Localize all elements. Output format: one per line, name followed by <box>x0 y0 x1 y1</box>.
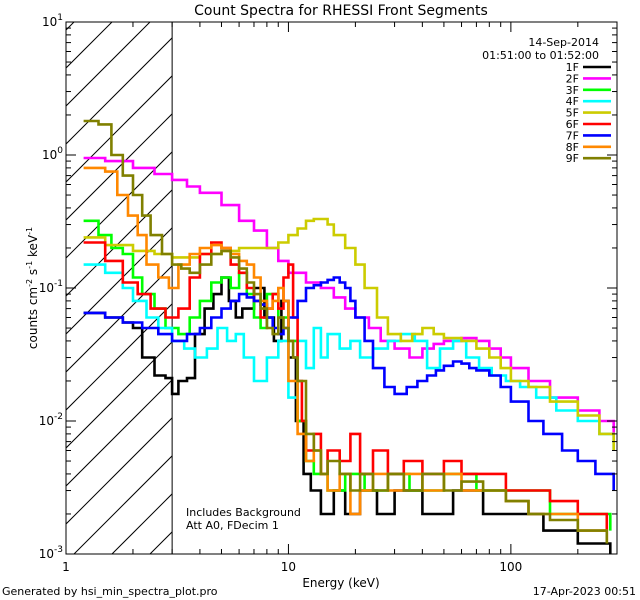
hatch-line <box>66 417 173 525</box>
annotation-attenuator: Att A0, FDecim 1 <box>186 519 279 532</box>
y-tick-label: 10-1 <box>39 279 63 295</box>
y-tick-exponent: 0 <box>57 146 63 156</box>
y-tick-base: 10 <box>39 281 54 295</box>
y-tick-label: 10-3 <box>39 545 63 561</box>
y-axis-label: counts cm-2 s-1 keV-1 <box>25 227 40 349</box>
legend-label-4F: 4F <box>566 95 579 108</box>
y-tick-label: 101 <box>42 13 63 29</box>
x-tick-label: 100 <box>499 560 522 574</box>
legend-label-5F: 5F <box>566 107 579 120</box>
series-line-9F <box>83 119 609 544</box>
y-tick-base: 10 <box>42 148 57 162</box>
legend-label-9F: 9F <box>566 152 579 165</box>
x-tick-label: 1 <box>62 560 70 574</box>
y-tick-label: 100 <box>42 146 63 162</box>
y-tick-base: 10 <box>39 414 54 428</box>
series-line-7F <box>83 276 615 491</box>
footer-generated-by: Generated by hsi_min_spectra_plot.pro <box>2 585 218 598</box>
y-tick-base: 10 <box>39 547 54 561</box>
legend-label-6F: 6F <box>566 118 579 131</box>
hatch-line <box>66 379 173 487</box>
hatch-line <box>66 265 173 373</box>
series-layer <box>83 119 615 554</box>
date-label: 14-Sep-2014 <box>528 36 599 49</box>
x-tick-label: 10 <box>281 560 296 574</box>
hatch-line <box>66 75 173 183</box>
series-line-1F <box>83 276 612 554</box>
hatch-line <box>66 37 173 145</box>
x-tick-labels: 1 10 100 <box>62 560 522 574</box>
y-tick-label: 10-2 <box>39 412 63 428</box>
legend-label-3F: 3F <box>566 84 579 97</box>
time-range-label: 01:51:00 to 01:52:00 <box>482 49 599 62</box>
legend-label-1F: 1F <box>566 61 579 74</box>
annotation-background: Includes Background <box>186 506 301 519</box>
chart-title: Count Spectra for RHESSI Front Segments <box>194 3 488 19</box>
series-line-4F <box>83 263 615 451</box>
legend-label-8F: 8F <box>566 141 579 154</box>
hatch-line <box>66 227 173 335</box>
hatch-line <box>73 455 173 554</box>
series-line-8F <box>83 166 609 544</box>
y-tick-base: 10 <box>42 15 57 29</box>
footer-timestamp: 17-Apr-2023 00:51 <box>533 585 636 598</box>
y-tick-exponent: -2 <box>54 412 63 422</box>
legend-label-7F: 7F <box>566 129 579 142</box>
legend-label-2F: 2F <box>566 72 579 85</box>
x-axis-label: Energy (keV) <box>302 576 379 590</box>
y-tick-exponent: -1 <box>54 279 63 289</box>
axis-ticks <box>65 21 618 555</box>
y-tick-exponent: -3 <box>54 545 63 555</box>
y-tick-exponent: 1 <box>57 13 63 23</box>
